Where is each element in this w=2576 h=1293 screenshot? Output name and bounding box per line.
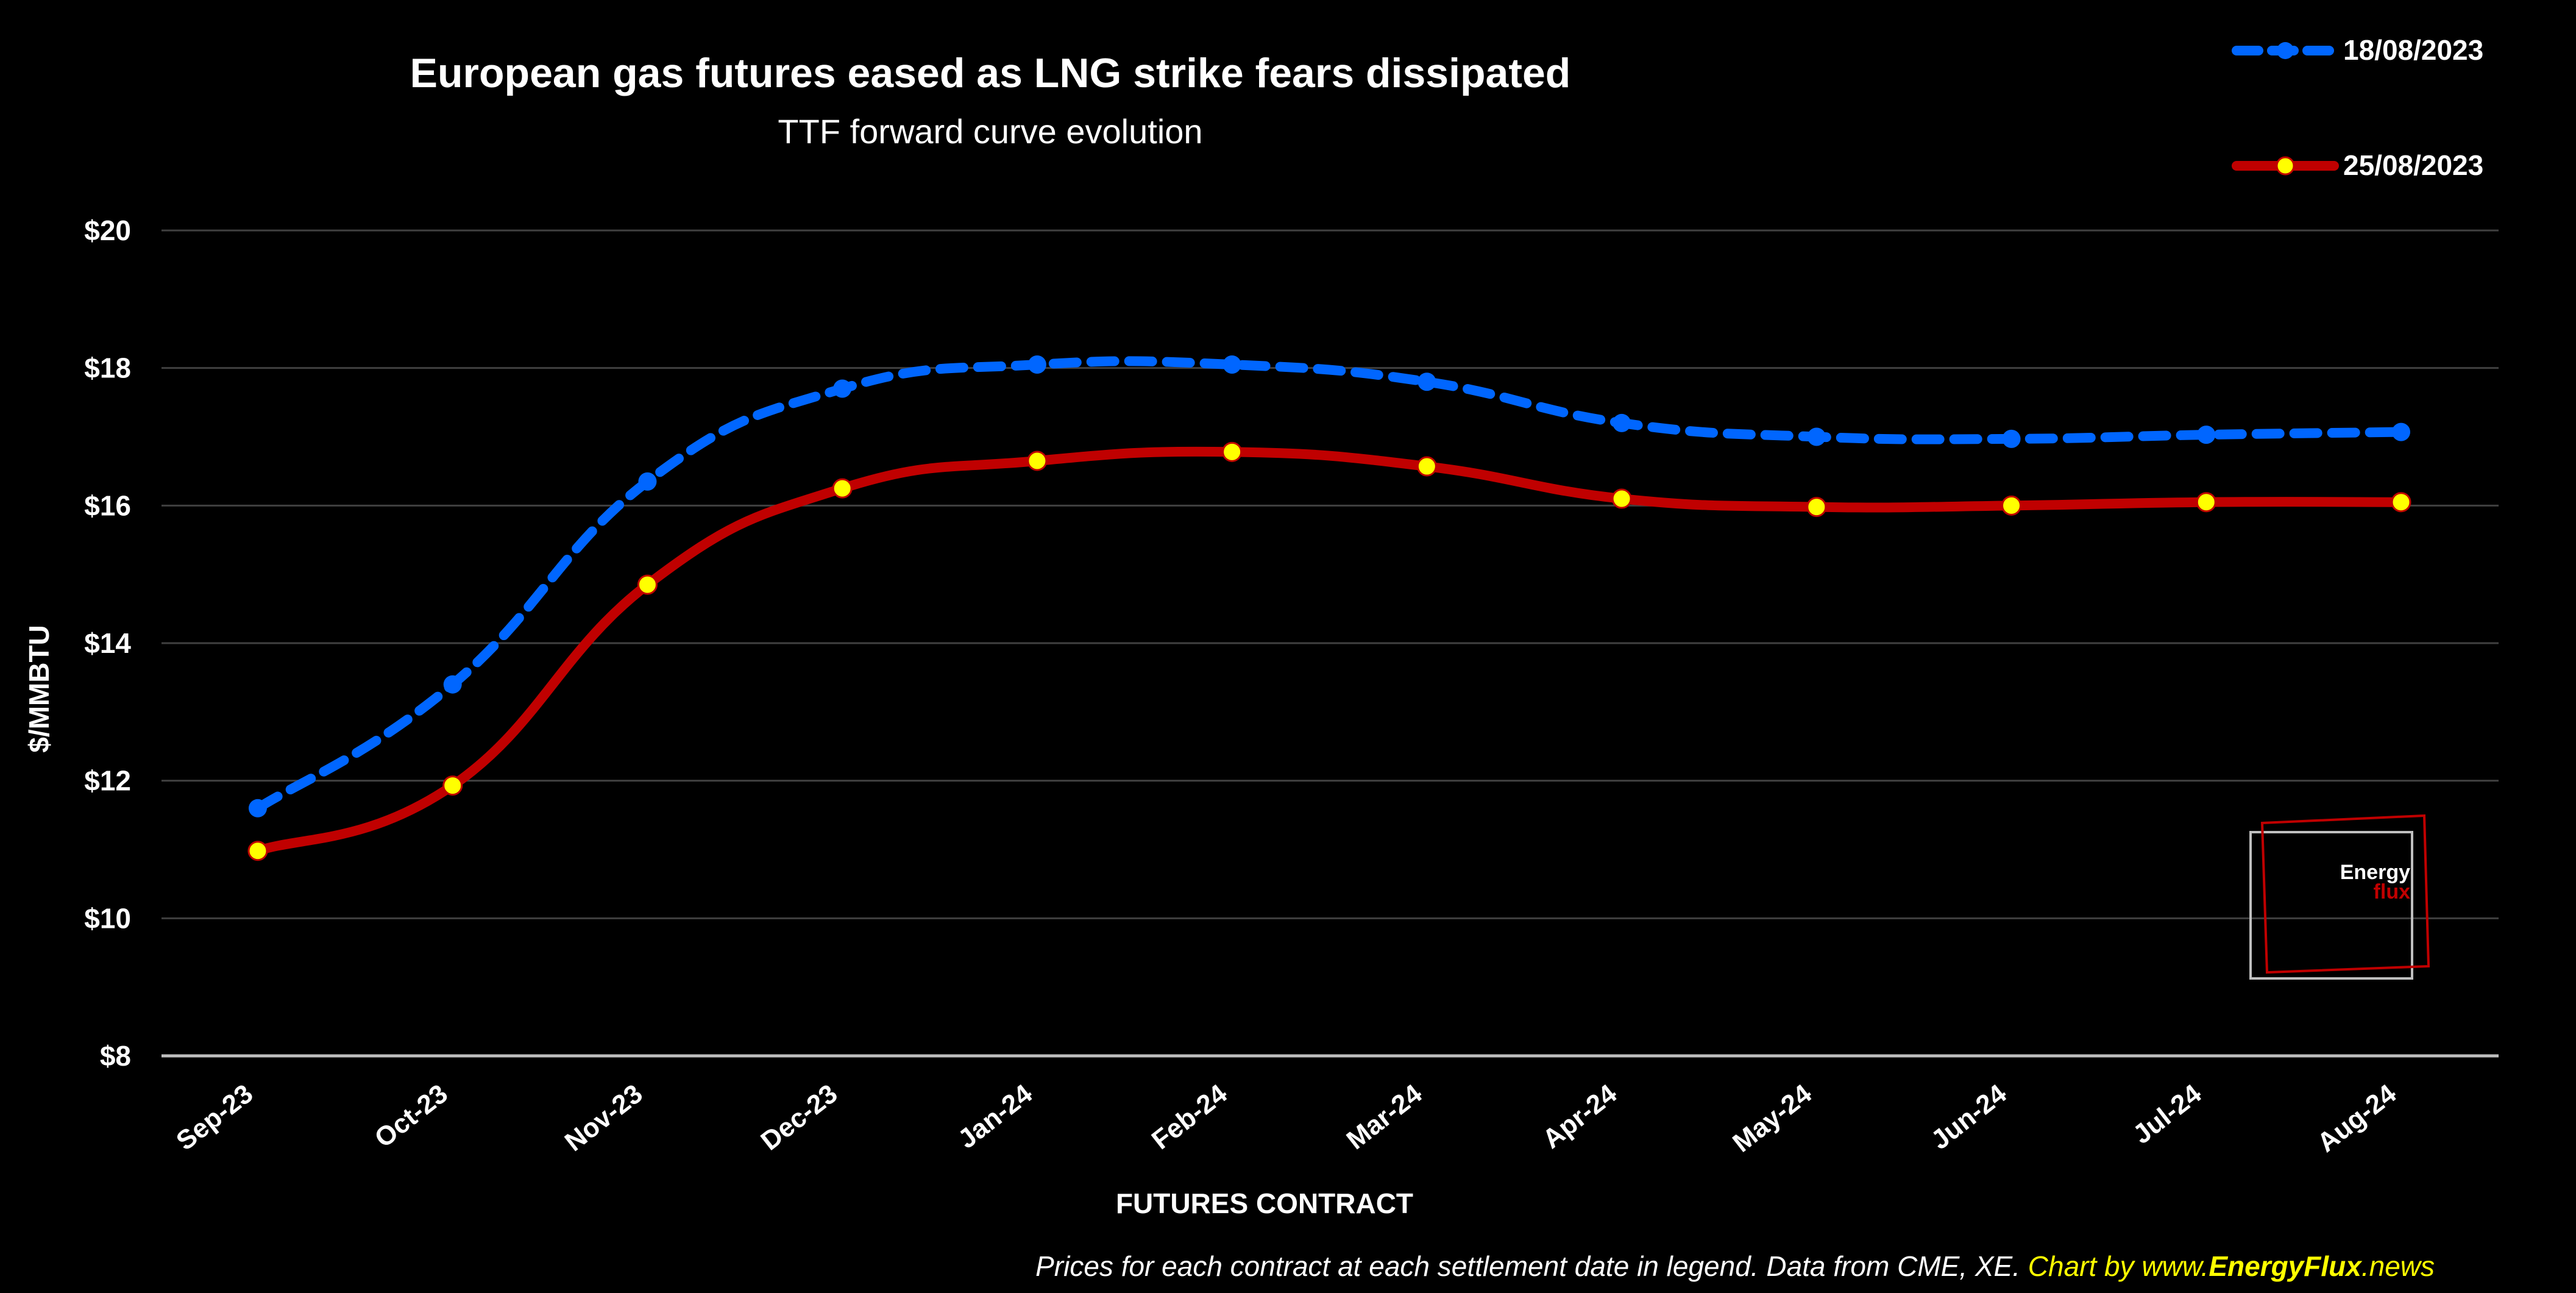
data-point-series-2 xyxy=(1611,488,1632,509)
data-point-series-2 xyxy=(1806,497,1827,518)
data-point-series-1 xyxy=(2197,426,2216,444)
data-point-series-2 xyxy=(2001,495,2022,516)
data-point-series-1 xyxy=(249,799,267,817)
series-line-2 xyxy=(253,446,2406,856)
y-tick-label: $14 xyxy=(84,627,131,659)
data-point-series-2 xyxy=(1222,441,1243,462)
data-point-series-1 xyxy=(1418,372,1436,391)
series-line-1 xyxy=(253,356,2406,813)
series-group xyxy=(247,355,2411,861)
footer-credit-prefix: Chart by www. xyxy=(2028,1250,2209,1282)
chart-subtitle: TTF forward curve evolution xyxy=(778,112,1202,151)
legend: 18/08/2023 25/08/2023 xyxy=(2232,34,2483,181)
data-point-series-1 xyxy=(833,379,852,398)
legend-label-series-1: 18/08/2023 xyxy=(2343,34,2483,66)
y-axis-label: $/MMBTU xyxy=(23,625,55,753)
y-tick-label: $20 xyxy=(84,215,131,246)
x-axis-label: FUTURES CONTRACT xyxy=(1116,1188,1413,1219)
data-point-series-1 xyxy=(1807,427,1826,446)
y-tick-label: $16 xyxy=(84,490,131,521)
data-point-series-1 xyxy=(443,675,462,694)
y-tick-label: $8 xyxy=(100,1040,131,1072)
y-tick-label: $18 xyxy=(84,352,131,384)
logo-text-flux: flux xyxy=(2374,880,2411,903)
legend-marker-series-2 xyxy=(2276,156,2295,176)
data-point-series-1 xyxy=(1027,355,1046,374)
y-axis-ticks: $8 $10 $12 $14 $16 $18 $20 xyxy=(84,215,131,1072)
data-point-series-2 xyxy=(1416,456,1437,477)
logo-frame-grey xyxy=(2249,831,2413,980)
data-point-series-1 xyxy=(1613,413,1631,432)
legend-label-series-2: 25/08/2023 xyxy=(2343,149,2483,181)
data-point-series-2 xyxy=(1027,451,1048,471)
footer-source-text: Prices for each contract at each settlem… xyxy=(1035,1250,2020,1282)
data-point-series-2 xyxy=(832,478,853,499)
footer-credit-brand: EnergyFlux xyxy=(2209,1250,2363,1282)
data-point-series-2 xyxy=(2196,492,2216,513)
logo-frame-red xyxy=(2260,814,2430,974)
data-point-series-1 xyxy=(1222,355,1241,374)
footer-credit-suffix: .news xyxy=(2361,1250,2435,1282)
logo-text-energy: Energy xyxy=(2340,861,2410,884)
data-point-series-2 xyxy=(247,841,268,861)
data-point-series-2 xyxy=(637,574,658,595)
data-point-series-2 xyxy=(442,775,463,796)
data-point-series-1 xyxy=(2002,429,2021,448)
legend-marker-series-1 xyxy=(2277,42,2294,59)
y-tick-label: $10 xyxy=(84,902,131,934)
footer-note: Prices for each contract at each settlem… xyxy=(1035,1250,2435,1282)
data-point-series-2 xyxy=(2391,492,2411,513)
energyflux-logo: Energy flux xyxy=(2249,814,2430,980)
data-point-series-1 xyxy=(638,472,657,491)
data-point-series-1 xyxy=(2392,422,2410,441)
chart-title: European gas futures eased as LNG strike… xyxy=(410,50,1571,96)
y-tick-label: $12 xyxy=(84,765,131,797)
